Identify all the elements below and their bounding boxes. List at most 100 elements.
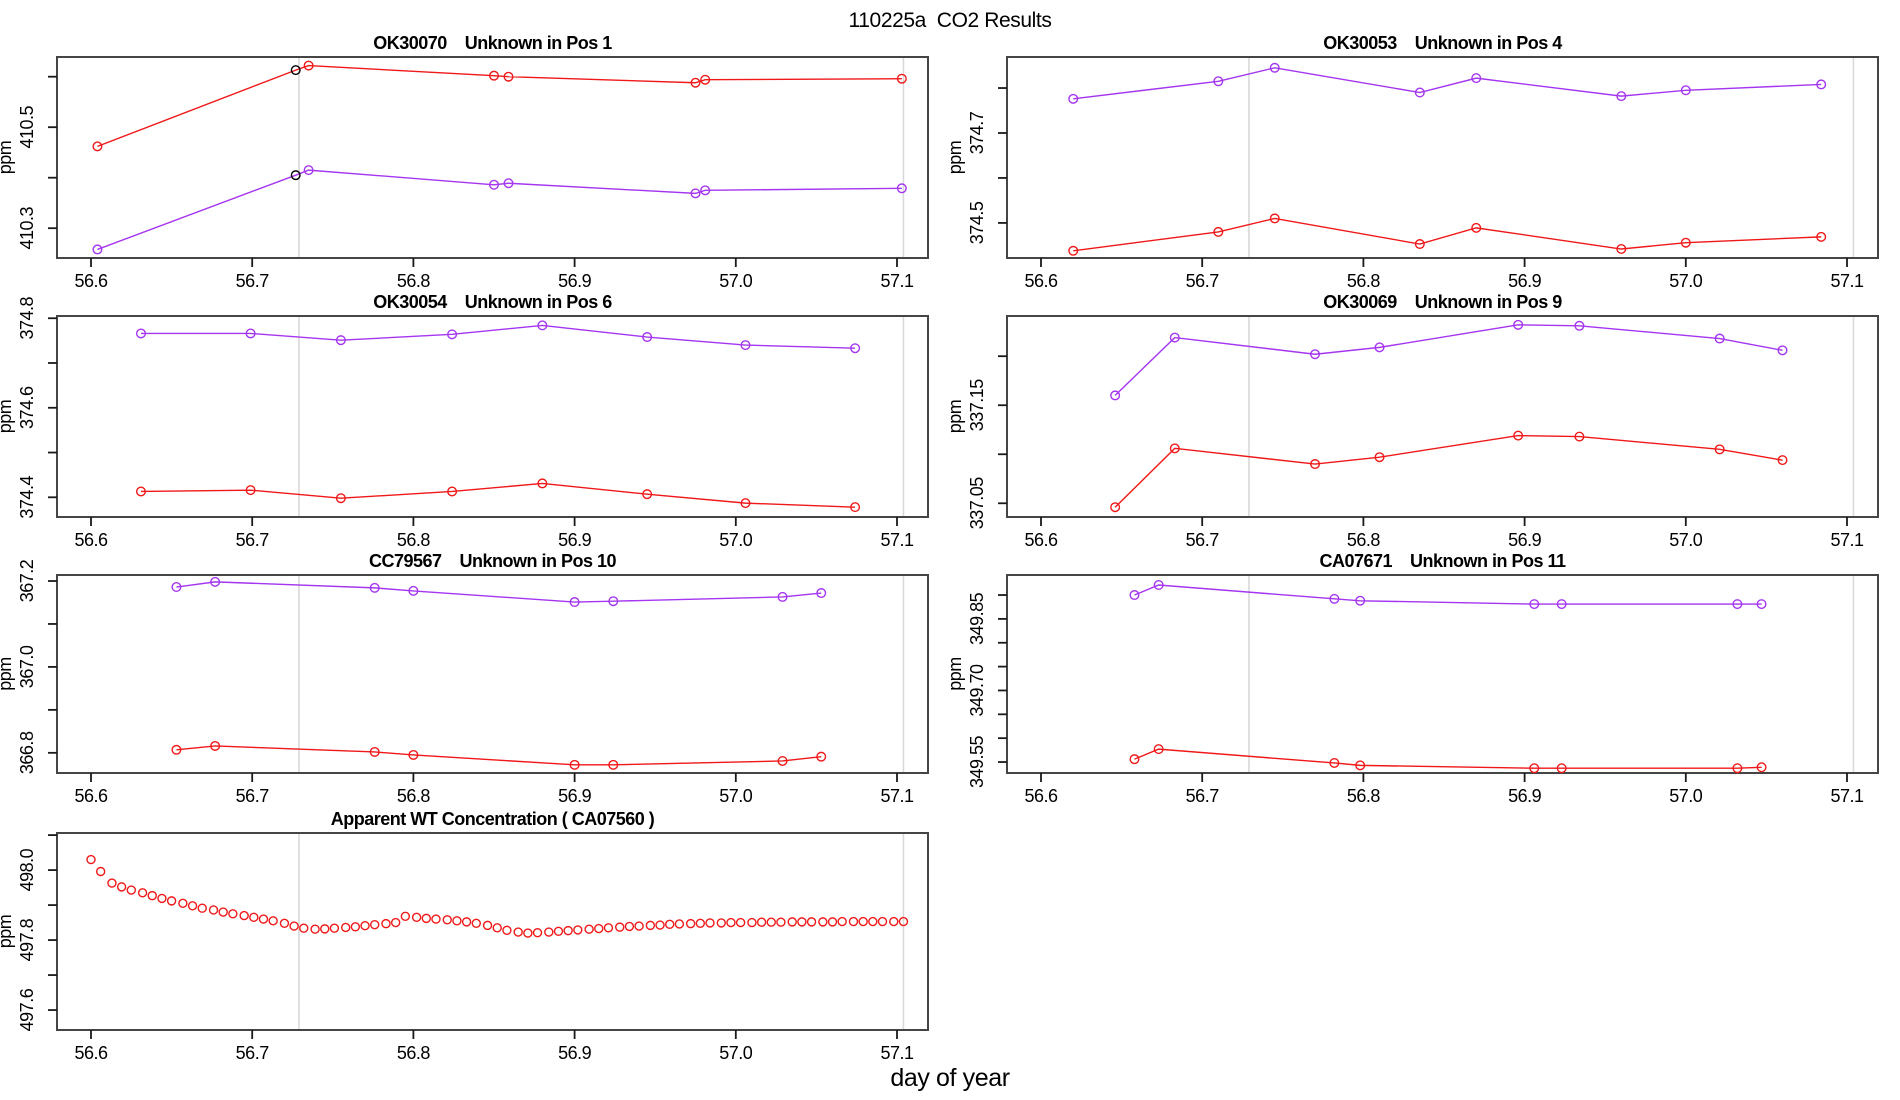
data-point (489, 179, 500, 190)
y-tick-label: 497.8 (17, 918, 37, 961)
data-point (95, 866, 106, 877)
data-point (716, 918, 726, 928)
y-tick-label: 497.6 (17, 988, 37, 1031)
data-point (92, 141, 103, 152)
x-tick-label: 56.7 (1186, 530, 1220, 550)
x-tick-label: 56.8 (1347, 271, 1381, 291)
y-tick-label: 410.5 (17, 105, 37, 148)
data-point (107, 878, 117, 888)
data-point (1574, 320, 1585, 331)
data-point (544, 927, 554, 937)
data-point (1471, 222, 1482, 233)
plot-frame (56, 315, 929, 518)
ppm-label: ppm (0, 915, 15, 949)
y-tick-label: 374.5 (967, 201, 987, 244)
plot-frame (1006, 56, 1879, 259)
data-point (563, 925, 573, 936)
data-point (171, 744, 182, 755)
x-tick-label: 57.1 (1830, 530, 1864, 550)
data-point (1714, 444, 1725, 455)
ppm-label: ppm (945, 657, 965, 691)
subplot-title: CA07671 Unknown in Pos 11 (1319, 551, 1566, 571)
data-point (1169, 332, 1180, 343)
y-tick-label: 349.85 (967, 592, 987, 645)
data-point (503, 178, 514, 189)
data-point (1374, 342, 1385, 353)
data-point (310, 924, 320, 934)
data-point (289, 921, 299, 931)
data-point (1153, 744, 1164, 755)
y-tick-label: 366.8 (17, 731, 37, 774)
data-point (569, 759, 580, 770)
data-point (797, 917, 807, 927)
data-point (210, 576, 221, 587)
data-point (1329, 757, 1340, 768)
series-line-red-trace (140, 482, 856, 508)
data-point (537, 320, 548, 331)
x-tick-label: 56.9 (558, 1043, 592, 1063)
y-tick-label: 498.0 (17, 848, 37, 891)
x-tick-label: 56.8 (397, 1043, 431, 1063)
data-point (245, 485, 256, 496)
series-line-purple-trace (1114, 324, 1783, 396)
data-point (369, 582, 380, 593)
x-tick-label: 56.6 (74, 786, 108, 806)
data-point (1269, 62, 1280, 73)
data-point (116, 882, 127, 892)
x-tick-label: 57.1 (880, 786, 914, 806)
data-point (642, 489, 653, 500)
data-point (482, 920, 493, 931)
y-tick-label: 337.05 (967, 477, 987, 530)
data-point (889, 916, 899, 927)
data-point (690, 77, 701, 88)
data-point (411, 912, 422, 923)
x-tick-label: 57.1 (880, 1043, 914, 1063)
data-point (603, 923, 614, 933)
data-point (665, 919, 675, 930)
y-tick-label: 349.70 (967, 664, 987, 717)
data-point (690, 188, 701, 199)
data-point (695, 918, 706, 928)
data-point (1777, 345, 1788, 356)
data-point (126, 885, 137, 895)
data-point (290, 65, 301, 76)
data-point (1129, 590, 1140, 601)
x-tick-label: 57.0 (719, 786, 753, 806)
x-tick-label: 57.1 (880, 271, 914, 291)
data-point (360, 921, 370, 931)
y-tick-label: 367.2 (17, 559, 37, 602)
series-line-red-trace (1134, 748, 1762, 769)
data-point (279, 918, 290, 928)
data-point (634, 921, 644, 931)
data-point (329, 923, 340, 933)
data-point (335, 493, 346, 504)
data-point (608, 596, 619, 607)
data-point (92, 244, 103, 255)
x-tick-label: 56.7 (1186, 271, 1220, 291)
data-point (896, 183, 907, 194)
data-point (877, 916, 888, 927)
data-point (1777, 455, 1788, 466)
data-point (787, 917, 797, 927)
data-point (431, 914, 441, 924)
data-point (1414, 87, 1425, 98)
data-point (1756, 599, 1767, 610)
data-point (471, 918, 481, 928)
data-point (608, 759, 619, 770)
data-point (489, 70, 500, 81)
data-point (303, 165, 314, 176)
data-point (806, 917, 817, 927)
x-tick-label: 57.1 (1830, 271, 1864, 291)
data-point (1110, 502, 1121, 513)
data-point (1680, 85, 1691, 96)
data-point (1129, 754, 1140, 765)
data-point (1816, 79, 1827, 90)
data-point (1374, 452, 1385, 463)
data-point (705, 918, 715, 928)
data-point (777, 755, 788, 766)
data-point (868, 916, 878, 927)
data-point (381, 918, 391, 929)
data-point (390, 917, 401, 928)
data-point (747, 917, 757, 928)
